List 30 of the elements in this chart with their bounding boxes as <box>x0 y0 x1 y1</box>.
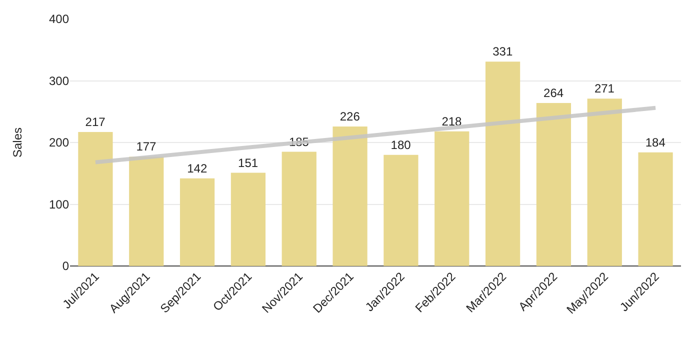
bar <box>129 156 164 266</box>
y-tick-label: 200 <box>48 136 70 150</box>
data-label: 271 <box>594 82 615 96</box>
data-label: 184 <box>645 135 666 150</box>
bar <box>485 62 520 266</box>
data-label: 218 <box>442 114 462 128</box>
bar <box>638 152 673 266</box>
y-tick-label: 100 <box>48 197 70 212</box>
data-label: 331 <box>492 44 513 59</box>
data-label: 180 <box>390 138 412 152</box>
bar <box>282 152 316 266</box>
bar <box>230 172 266 266</box>
bar <box>587 98 622 266</box>
data-label: 217 <box>85 115 106 129</box>
data-label: 151 <box>238 156 258 170</box>
y-axis-title: Sales <box>10 127 24 158</box>
bar <box>332 126 368 266</box>
y-tick-label: 400 <box>48 12 70 26</box>
data-label: 185 <box>288 134 310 149</box>
bar <box>536 102 572 266</box>
data-label: 264 <box>544 86 564 100</box>
bar <box>384 154 418 266</box>
data-label: 142 <box>187 161 208 176</box>
bar <box>78 132 113 266</box>
data-label: 226 <box>340 109 360 124</box>
y-tick-label: 300 <box>48 74 70 88</box>
bar <box>434 131 470 266</box>
bar <box>180 178 215 266</box>
y-tick-label: 0 <box>62 259 70 274</box>
data-label: 177 <box>136 140 157 154</box>
